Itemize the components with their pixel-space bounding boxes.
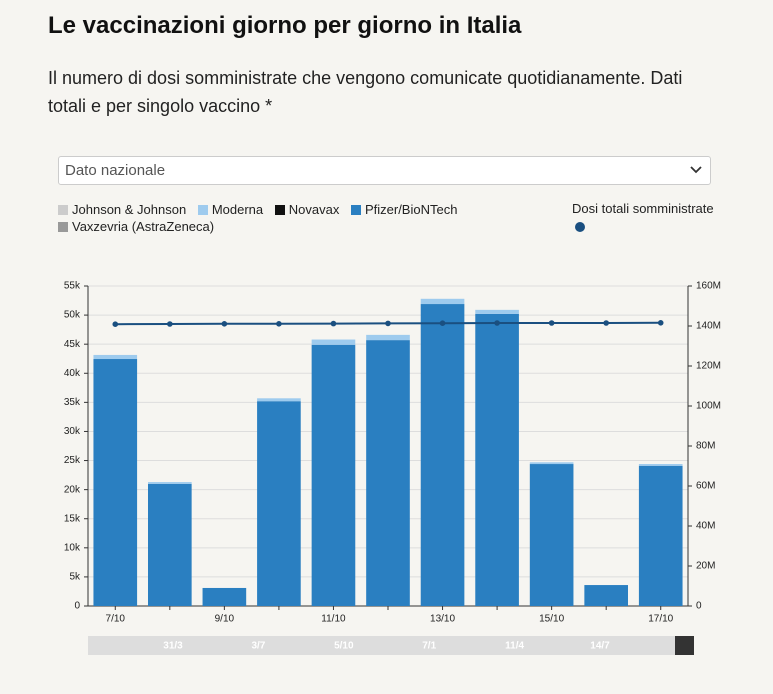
line-point bbox=[439, 320, 446, 327]
bar-segment bbox=[366, 334, 410, 341]
y2-tick-label: 20M bbox=[696, 561, 715, 572]
bar-segment bbox=[366, 340, 410, 606]
legend-label: Johnson & Johnson bbox=[72, 202, 187, 217]
dropdown[interactable]: Dato nazionale bbox=[58, 156, 711, 185]
legend-label: Moderna bbox=[211, 202, 264, 217]
line-point bbox=[112, 321, 119, 328]
y-tick-label: 55k bbox=[64, 281, 81, 292]
line-point bbox=[657, 320, 664, 326]
bar-segment bbox=[202, 587, 247, 606]
bar-segment bbox=[420, 304, 465, 606]
y-tick-label: 20k bbox=[64, 484, 81, 495]
y2-tick-label: 100M bbox=[696, 401, 721, 412]
y-tick-label: 45k bbox=[64, 339, 81, 350]
y2-tick-label: 0 bbox=[696, 601, 702, 612]
line-point bbox=[603, 320, 609, 326]
y-tick-label: 25k bbox=[64, 455, 81, 466]
legend-line: Dosi totali somministrate bbox=[572, 201, 714, 233]
legend-item[interactable]: Moderna bbox=[197, 202, 264, 217]
y-tick-label: 5k bbox=[69, 572, 81, 583]
legend-swatch bbox=[197, 205, 208, 215]
x-tick-label: 15/10 bbox=[539, 614, 564, 625]
bar-segment bbox=[475, 309, 519, 314]
navigator-label: 7/1 bbox=[422, 641, 436, 652]
legend-item[interactable]: Novavax bbox=[274, 202, 340, 217]
bar-segment bbox=[148, 482, 192, 484]
y-tick-label: 0 bbox=[74, 601, 80, 612]
legend-swatch bbox=[274, 205, 285, 215]
navigator-label: 5/10 bbox=[334, 641, 354, 652]
x-tick-label: 9/10 bbox=[215, 614, 235, 625]
bar-segment bbox=[529, 464, 574, 606]
legend: Johnson & Johnson Moderna Novavax Pfizer… bbox=[58, 201, 538, 235]
legend-label: Vaxzevria (AstraZeneca) bbox=[72, 219, 215, 234]
y-tick-label: 35k bbox=[64, 397, 81, 408]
navigator-label: 11/4 bbox=[505, 641, 524, 652]
y2-tick-label: 40M bbox=[696, 521, 715, 532]
bar-segment bbox=[311, 344, 356, 606]
legend-label: Pfizer/BioNTech bbox=[364, 202, 458, 217]
legend-label: Dosi totali somministrate bbox=[572, 201, 714, 216]
bar-segment bbox=[420, 298, 465, 305]
subtitle: Il numero di dosi somministrate che veng… bbox=[48, 68, 683, 116]
line-point bbox=[276, 321, 282, 327]
y2-tick-label: 60M bbox=[696, 481, 715, 492]
y2-tick-label: 120M bbox=[696, 361, 721, 372]
navigator-label: 14/7 bbox=[590, 641, 610, 652]
navigator-label: 31/3 bbox=[163, 641, 183, 652]
line-point bbox=[385, 320, 391, 327]
x-tick-label: 7/10 bbox=[106, 614, 126, 625]
y-tick-label: 10k bbox=[64, 542, 81, 553]
title: Le vaccinazioni giorno per giorno in Ita… bbox=[48, 12, 522, 39]
bar-segment bbox=[638, 465, 683, 606]
legend-item[interactable]: Johnson & Johnson bbox=[58, 202, 186, 217]
bar-segment bbox=[93, 359, 138, 606]
bar-segment bbox=[257, 398, 301, 402]
dropdown-value: Dato nazionale bbox=[65, 162, 166, 179]
navigator-label: 3/7 bbox=[251, 641, 265, 652]
legend-swatch bbox=[350, 205, 361, 215]
y-tick-label: 50k bbox=[64, 310, 81, 321]
y-tick-label: 40k bbox=[64, 368, 81, 379]
bar-segment bbox=[148, 483, 192, 606]
navigator-handle bbox=[675, 636, 694, 655]
bar-segment bbox=[529, 462, 574, 465]
line-point bbox=[167, 321, 173, 327]
legend-swatch bbox=[58, 222, 68, 232]
legend-swatch bbox=[58, 205, 68, 215]
y-tick-label: 30k bbox=[64, 426, 81, 437]
bar-segment bbox=[638, 464, 683, 466]
line-point bbox=[494, 320, 500, 326]
legend-swatch bbox=[575, 222, 585, 232]
navigator bbox=[88, 636, 694, 655]
legend-label: Novavax bbox=[288, 202, 340, 217]
x-tick-label: 13/10 bbox=[430, 614, 455, 625]
bar-segment bbox=[475, 313, 519, 606]
line-point bbox=[221, 321, 228, 327]
bar-segment bbox=[257, 401, 301, 606]
y-tick-label: 15k bbox=[64, 513, 81, 524]
bar-segment bbox=[584, 585, 628, 606]
x-tick-label: 17/10 bbox=[648, 614, 673, 625]
x-tick-label: 11/10 bbox=[321, 614, 346, 625]
legend-item[interactable]: Vaxzevria (AstraZeneca) bbox=[58, 219, 214, 234]
line-point bbox=[548, 320, 555, 326]
y2-tick-label: 80M bbox=[696, 441, 715, 452]
line-point bbox=[330, 320, 337, 327]
chevron bbox=[690, 166, 702, 174]
y2-tick-label: 160M bbox=[696, 281, 721, 292]
legend-item[interactable]: Pfizer/BioNTech bbox=[350, 202, 458, 217]
bar-segment bbox=[311, 339, 356, 345]
y2-tick-label: 140M bbox=[696, 321, 721, 332]
bar-segment bbox=[93, 354, 138, 360]
